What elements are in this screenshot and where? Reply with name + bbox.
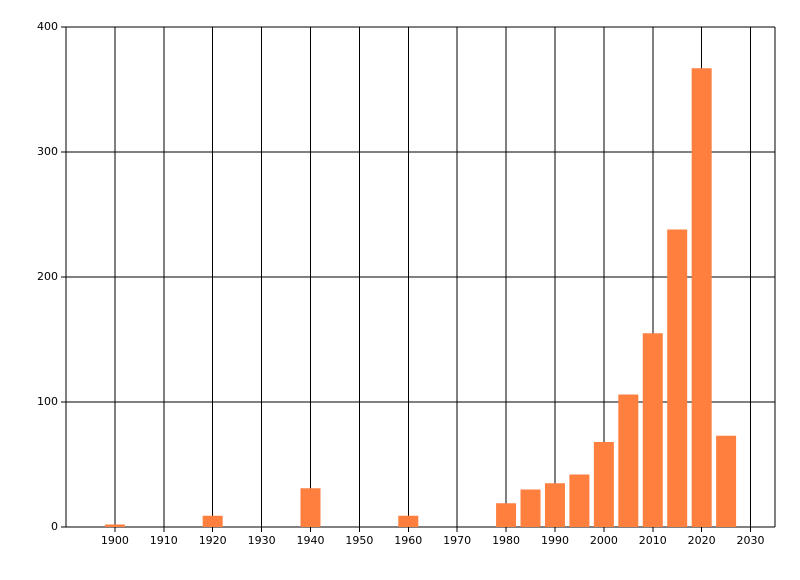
x-tick-label: 1990 — [541, 534, 569, 547]
bar — [642, 333, 663, 527]
bar — [716, 435, 737, 527]
x-tick-label: 2000 — [590, 534, 618, 547]
x-tick-label: 2020 — [688, 534, 716, 547]
x-tick-label: 1970 — [443, 534, 471, 547]
y-tick-label: 0 — [51, 520, 58, 533]
x-tick-label: 1950 — [345, 534, 373, 547]
bar — [520, 489, 541, 527]
x-tick-label: 1920 — [199, 534, 227, 547]
bar — [667, 229, 688, 527]
x-tick-label: 1910 — [150, 534, 178, 547]
y-tick-label: 100 — [37, 395, 58, 408]
bar — [569, 474, 590, 527]
bar — [691, 68, 712, 527]
bar — [544, 483, 565, 527]
x-tick-label: 1930 — [248, 534, 276, 547]
x-tick-label: 2010 — [639, 534, 667, 547]
y-tick-label: 300 — [37, 145, 58, 158]
bar — [398, 515, 419, 527]
bar — [593, 442, 614, 527]
bar — [104, 524, 125, 527]
bar — [202, 515, 223, 527]
x-tick-label: 1940 — [296, 534, 324, 547]
x-tick-label: 1980 — [492, 534, 520, 547]
x-tick-label: 2030 — [737, 534, 765, 547]
x-tick-label: 1900 — [101, 534, 129, 547]
y-tick-label: 200 — [37, 270, 58, 283]
y-tick-label: 400 — [37, 20, 58, 33]
x-tick-label: 1960 — [394, 534, 422, 547]
bar — [496, 503, 517, 527]
bar — [618, 394, 639, 527]
bar — [300, 488, 321, 527]
